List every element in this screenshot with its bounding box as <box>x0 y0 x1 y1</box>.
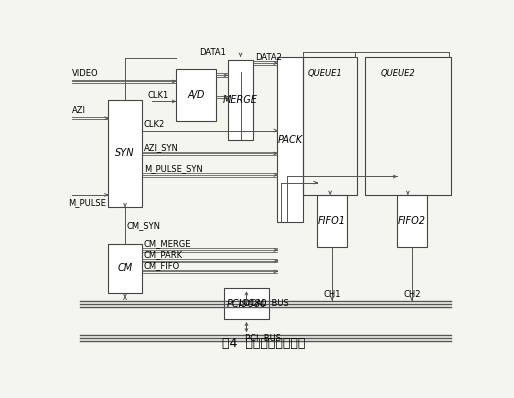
Text: CM_PARK: CM_PARK <box>144 250 183 259</box>
Text: CM_MERGE: CM_MERGE <box>144 240 191 248</box>
Bar <box>176 69 216 121</box>
Text: QUEUE2: QUEUE2 <box>381 69 416 78</box>
Text: SYN: SYN <box>115 148 135 158</box>
Text: VIDEO: VIDEO <box>72 69 99 78</box>
Bar <box>224 288 269 319</box>
Text: QUEUE1: QUEUE1 <box>307 69 342 78</box>
Text: FIFO1: FIFO1 <box>318 216 346 226</box>
Text: M_PULSE: M_PULSE <box>68 199 106 207</box>
Text: PCI  BUS: PCI BUS <box>245 334 282 343</box>
Text: CM_FIFO: CM_FIFO <box>144 261 180 270</box>
Text: A/D: A/D <box>187 90 205 100</box>
Text: MERGE: MERGE <box>223 95 258 105</box>
Text: CH1: CH1 <box>323 290 341 299</box>
Text: CH2: CH2 <box>403 290 420 299</box>
Bar <box>108 100 142 207</box>
Text: FIFO2: FIFO2 <box>398 216 426 226</box>
Text: AZI_SYN: AZI_SYN <box>144 142 179 152</box>
Bar <box>278 57 303 222</box>
Text: AZI: AZI <box>72 106 86 115</box>
Text: CM: CM <box>117 263 133 273</box>
Bar <box>317 195 347 247</box>
Text: PACK: PACK <box>278 135 303 145</box>
Text: DATA2: DATA2 <box>255 53 282 62</box>
Text: CLK2: CLK2 <box>144 120 165 129</box>
Bar <box>303 57 357 195</box>
Text: M_PULSE_SYN: M_PULSE_SYN <box>144 164 203 173</box>
Bar <box>397 195 427 247</box>
Text: DATA1: DATA1 <box>199 48 226 57</box>
Text: CLK1: CLK1 <box>148 91 169 100</box>
Text: CM_SYN: CM_SYN <box>127 221 161 230</box>
Bar <box>228 60 253 140</box>
Bar <box>108 244 142 293</box>
Text: PCI9080: PCI9080 <box>226 298 267 309</box>
Text: LOCAL  BUS: LOCAL BUS <box>238 299 288 308</box>
Text: 图4  数据采集卡结构图: 图4 数据采集卡结构图 <box>222 337 305 349</box>
Bar <box>365 57 451 195</box>
